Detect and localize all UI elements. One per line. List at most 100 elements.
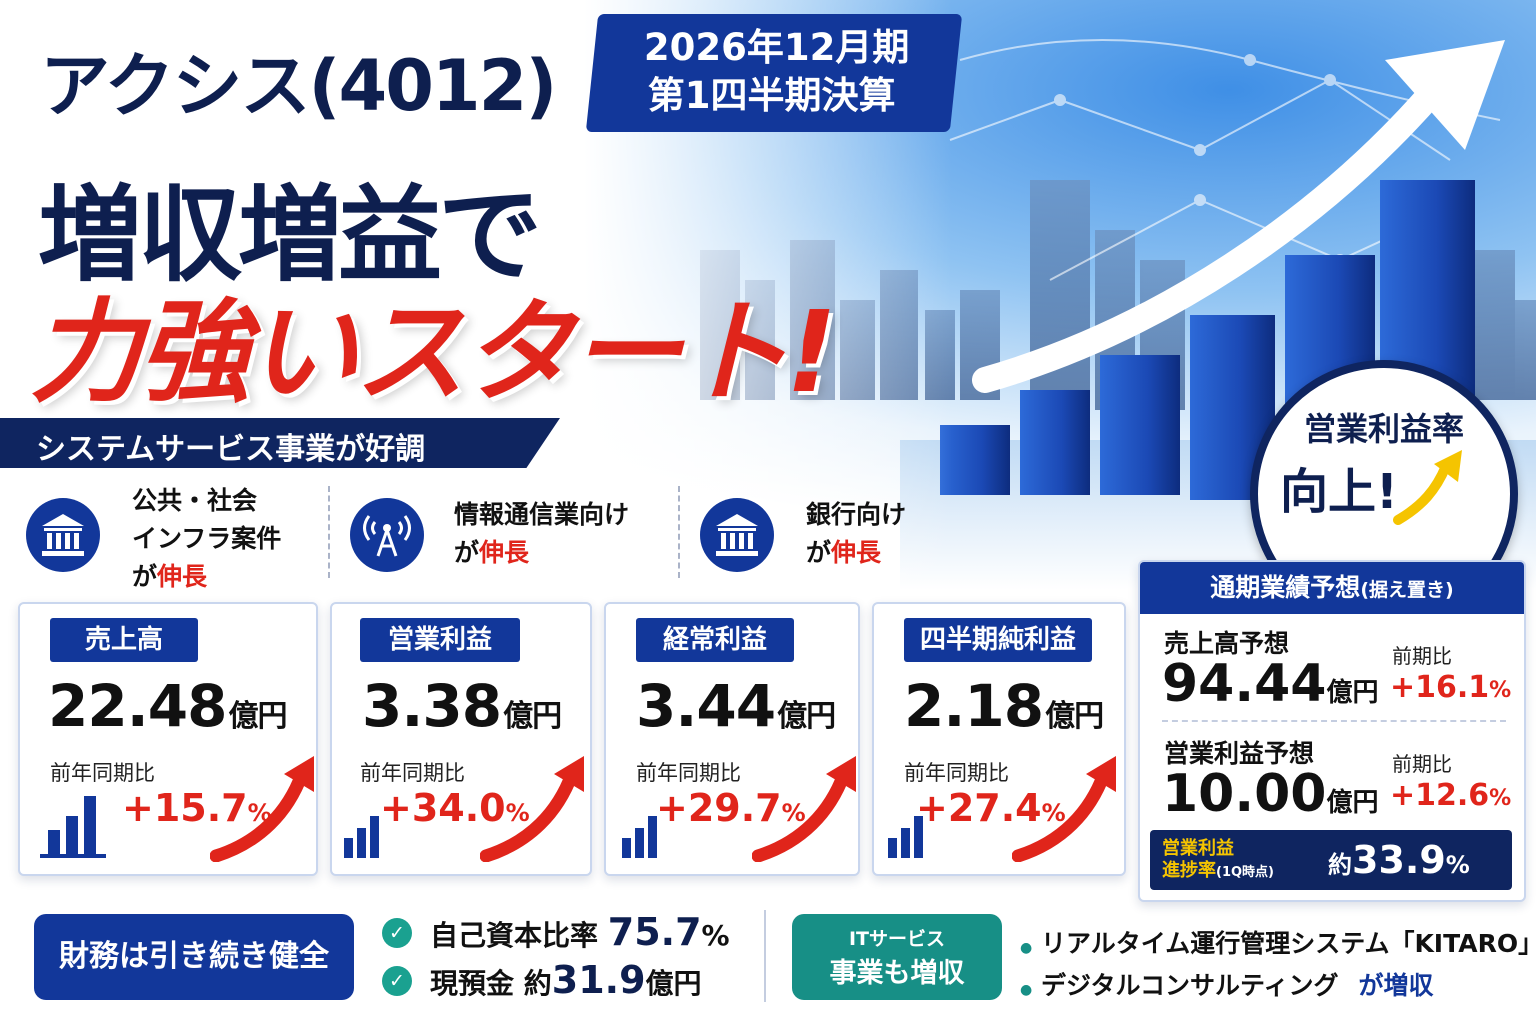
- feature-prefix: が: [806, 538, 832, 567]
- bank-icon: [26, 498, 100, 572]
- metric-label: 経常利益: [636, 618, 794, 662]
- feature-growth: が伸長: [806, 534, 906, 572]
- feature-public-infra: 公共・社会 インフラ案件 が伸長: [132, 482, 281, 596]
- cash-prefix: 約: [523, 967, 552, 1000]
- yoy-label: 前年同期比: [360, 761, 465, 785]
- feature-prefix: が: [132, 562, 158, 591]
- equity-ratio-unit: %: [701, 919, 730, 952]
- headline-line2: 増収増益で: [38, 174, 542, 296]
- feature-prefix: が: [454, 538, 480, 567]
- feature-line: インフラ案件: [132, 524, 282, 553]
- yoy-value: +27.4%: [916, 786, 1066, 830]
- progress-label: 営業利益 進捗率(1Q時点): [1162, 838, 1274, 884]
- feature-growth: が伸長: [132, 558, 281, 596]
- metric-label: 営業利益: [360, 618, 520, 662]
- metric-unit: 億円: [1045, 699, 1104, 734]
- forecast-title: 通期業績予想(据え置き): [1140, 562, 1524, 614]
- yoy-value: +34.0%: [380, 786, 530, 830]
- period-line1: 2026年12月期: [643, 26, 910, 69]
- metric-number: 22.48: [48, 672, 227, 740]
- forecast-compare-label: 前期比: [1392, 752, 1452, 776]
- divider: [1162, 720, 1506, 722]
- period-line2: 第1四半期決算: [647, 74, 896, 117]
- feature-line: 情報通信業向け: [454, 500, 630, 529]
- yoy-number: +15.7: [122, 786, 248, 830]
- cash-unit: 億円: [645, 967, 702, 1000]
- progress-prefix: 約: [1328, 851, 1352, 879]
- yoy-label: 前年同期比: [636, 761, 741, 785]
- up-arrow-icon: [210, 756, 314, 862]
- forecast-number: 10.00: [1162, 764, 1327, 824]
- margin-badge-line1: 営業利益率: [1303, 410, 1464, 448]
- forecast-title-note: (据え置き): [1360, 579, 1454, 601]
- forecast-unit: 億円: [1326, 788, 1379, 818]
- progress-note: (1Q時点): [1216, 865, 1274, 880]
- metric-value: 3.44億円: [636, 672, 836, 740]
- feature-line: 公共・社会: [132, 486, 258, 515]
- forecast-compare-unit: %: [1489, 678, 1512, 703]
- bar-chart-icon: [888, 816, 923, 858]
- it-service-pill-line1: ITサービス: [848, 928, 946, 950]
- forecast-label: 売上高予想: [1164, 629, 1290, 658]
- metric-value: 22.48億円: [48, 672, 287, 740]
- cash-balance: 現預金 約31.9億円: [430, 958, 702, 1002]
- period-badge: 2026年12月期 第1四半期決算: [585, 14, 963, 132]
- forecast-value: 94.44億円: [1162, 654, 1379, 714]
- forecast-compare-label: 前期比: [1392, 644, 1452, 668]
- progress-label-line1: 営業利益: [1162, 838, 1234, 859]
- company-title: アクシス(4012): [40, 45, 557, 127]
- forecast-label: 営業利益予想: [1164, 739, 1315, 768]
- forecast-unit: 億円: [1326, 678, 1379, 708]
- equity-ratio-value: 75.7: [607, 910, 702, 954]
- metric-value: 3.38億円: [362, 672, 562, 740]
- metric-label: 四半期純利益: [904, 618, 1092, 662]
- forecast-compare-value: +16.1%: [1390, 670, 1511, 705]
- forecast-value: 10.00億円: [1162, 764, 1379, 824]
- yoy-value: +15.7%: [122, 786, 272, 830]
- it-service-pill-line2: 事業も増収: [829, 958, 965, 989]
- forecast-compare-unit: %: [1489, 786, 1512, 811]
- cash-value: 31.9: [551, 958, 646, 1002]
- equity-ratio: 自己資本比率 75.7%: [430, 910, 730, 954]
- feature-bank: 銀行向け が伸長: [806, 496, 906, 572]
- progress-unit: %: [1445, 851, 1470, 879]
- metric-number: 3.44: [636, 672, 776, 740]
- equity-ratio-label: 自己資本比率: [430, 919, 599, 952]
- yoy-label: 前年同期比: [50, 761, 155, 785]
- margin-badge-line2: 向上!: [1280, 464, 1398, 520]
- forecast-compare-number: +12.6: [1390, 778, 1490, 813]
- progress-box: [1150, 830, 1512, 890]
- feature-highlight: 伸長: [157, 562, 208, 591]
- divider: [764, 910, 766, 1002]
- metric-number: 2.18: [904, 672, 1044, 740]
- yoy-number: +27.4: [916, 786, 1042, 830]
- metric-value: 2.18億円: [904, 672, 1104, 740]
- feature-highlight: 伸長: [479, 538, 530, 567]
- segment-banner: システムサービス事業が好調: [0, 418, 560, 468]
- financial-pill: 財務は引き続き健全: [34, 914, 354, 1000]
- divider: [678, 486, 680, 578]
- bar-chart-icon: [344, 816, 379, 858]
- feature-highlight: 伸長: [831, 538, 882, 567]
- forecast-compare-value: +12.6%: [1390, 778, 1511, 813]
- it-bullet-text: リアルタイム運行管理システム「KITARO」: [1040, 929, 1536, 958]
- feature-telecom: 情報通信業向け が伸長: [454, 496, 629, 572]
- bar-chart-icon: [622, 816, 657, 858]
- forecast-compare-number: +16.1: [1390, 670, 1490, 705]
- yoy-unit: %: [505, 799, 530, 827]
- metric-unit: 億円: [777, 699, 836, 734]
- forecast-title-text: 通期業績予想: [1210, 573, 1361, 602]
- metric-unit: 億円: [228, 699, 287, 734]
- yoy-unit: %: [781, 799, 806, 827]
- yoy-label: 前年同期比: [904, 761, 1009, 785]
- check-icon: ✓: [382, 918, 412, 948]
- forecast-number: 94.44: [1162, 654, 1327, 714]
- it-bullet-text: デジタルコンサルティング: [1040, 971, 1339, 1000]
- progress-number: 33.9: [1352, 838, 1446, 882]
- up-arrow-icon: [752, 756, 856, 862]
- bar-chart-icon: [40, 796, 106, 858]
- metric-number: 3.38: [362, 672, 502, 740]
- yellow-arrow-icon: [1393, 450, 1462, 525]
- bank-icon: [700, 498, 774, 572]
